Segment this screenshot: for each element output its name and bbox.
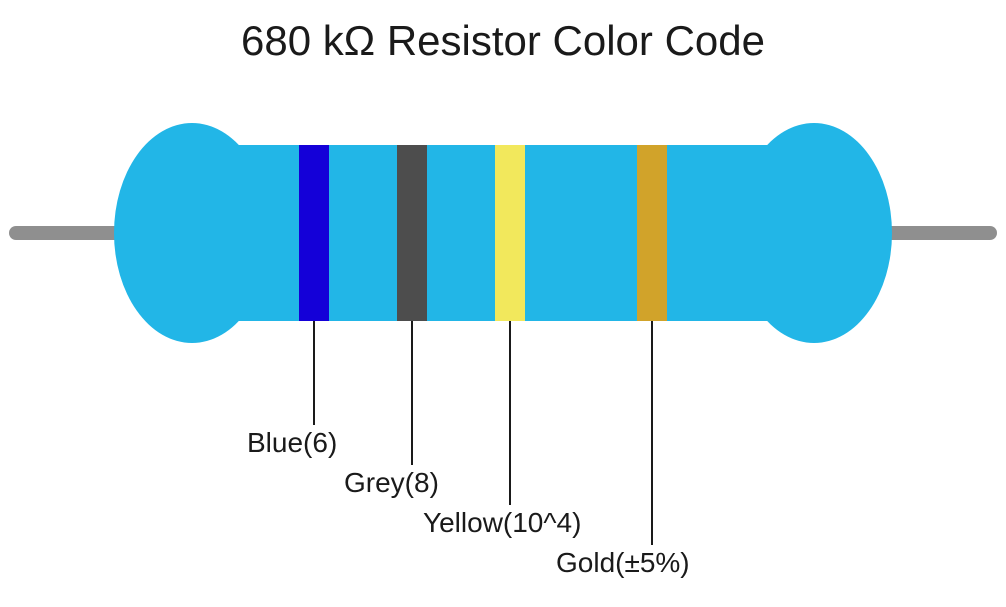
band-1-blue (299, 145, 329, 321)
band-3-yellow (495, 145, 525, 321)
band-2-grey (397, 145, 427, 321)
band-1-blue-label: Blue(6) (247, 427, 337, 458)
band-3-yellow-label: Yellow(10^4) (423, 507, 581, 538)
band-4-gold-label: Gold(±5%) (556, 547, 690, 578)
band-2-grey-label: Grey(8) (344, 467, 439, 498)
diagram-title: 680 kΩ Resistor Color Code (241, 17, 765, 64)
band-4-gold (637, 145, 667, 321)
